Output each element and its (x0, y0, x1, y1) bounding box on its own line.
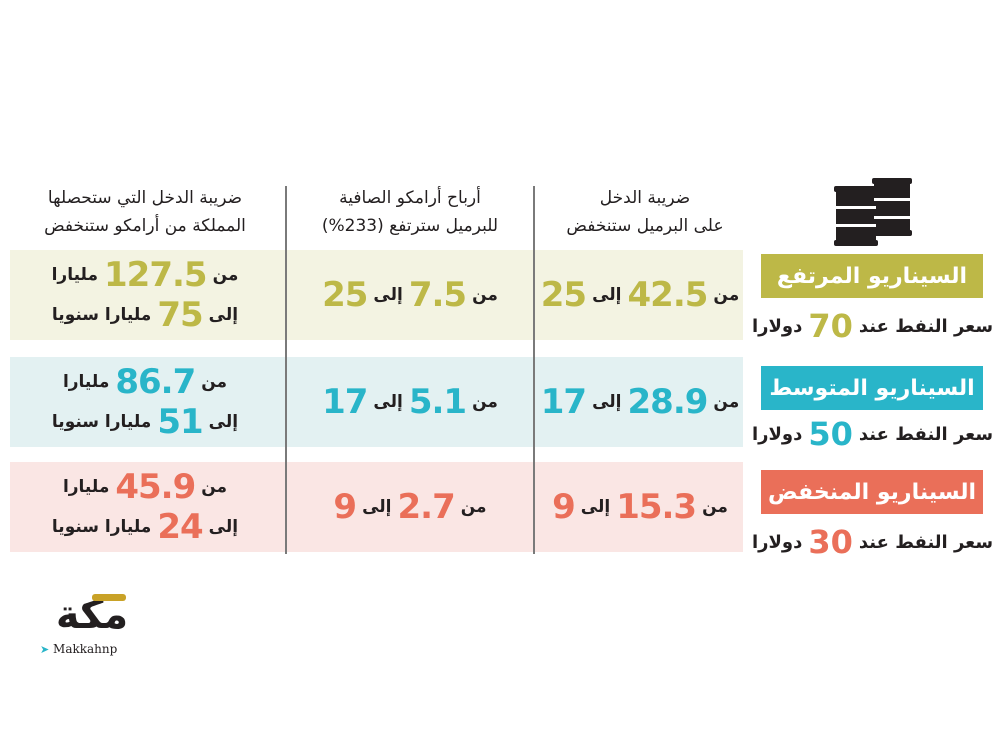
price-prefix: سعر النفط عند (858, 423, 994, 445)
header-kingdom-tax: ضريبة الدخل التي ستحصلها المملكة من أرام… (10, 184, 280, 244)
from-label: من (472, 285, 498, 305)
tax-per-barrel-high: من 42.5 إلى 25 (540, 250, 740, 340)
price-unit: دولارا (752, 315, 803, 337)
header-aramco-profit-line1: أرباح أرامكو الصافية (339, 188, 481, 208)
value: 5.1 (408, 382, 467, 422)
kingdom-tax-from-line: من 45.9 مليارا (63, 467, 227, 507)
value: 127.5 (104, 255, 208, 295)
kingdom-tax-to-line: إلى 75 مليارا سنويا (52, 295, 238, 335)
divider-right (533, 186, 535, 554)
header-kingdom-tax-line2: المملكة من أرامكو ستنخفض (44, 216, 246, 236)
from-label: من (460, 497, 487, 517)
billion-label: مليارا (62, 372, 110, 392)
to-label: إلى (373, 392, 403, 412)
from-label: من (201, 477, 228, 497)
from-label: من (201, 372, 228, 392)
value: 75 (157, 295, 203, 335)
price-prefix: سعر النفط عند (858, 531, 994, 553)
header-tax-per-barrel-line2: على البرميل ستنخفض (566, 216, 724, 236)
value: 51 (157, 402, 203, 442)
tax-per-barrel-mid: من 28.9 إلى 17 (540, 357, 740, 447)
kingdom-tax-high: من 127.5 مليارا إلى 75 مليارا سنويا (10, 250, 280, 340)
value: 25 (540, 275, 587, 315)
oil-barrels-icon (834, 178, 912, 246)
value: 15.3 (616, 487, 697, 527)
row-band-low (10, 462, 743, 552)
value: 7.5 (408, 275, 467, 315)
to-label: إلى (208, 517, 239, 537)
aramco-profit-high: من 7.5 إلى 25 (290, 250, 530, 340)
header-kingdom-tax-line1: ضريبة الدخل التي ستحصلها (47, 188, 243, 208)
billion-yearly-label: مليارا سنويا (51, 412, 152, 432)
tax-per-barrel-low: من 15.3 إلى 9 (540, 462, 740, 552)
price-prefix: سعر النفط عند (858, 315, 994, 337)
from-label: من (472, 392, 498, 412)
scenario-price-high: سعر النفط عند 70 دولارا (752, 306, 994, 346)
from-label: من (212, 265, 239, 285)
value: 9 (333, 487, 357, 527)
to-label: إلى (208, 305, 239, 325)
row-band-high (10, 250, 743, 340)
value: 86.7 (115, 362, 196, 402)
header-aramco-profit: أرباح أرامكو الصافية للبرميل سترتفع (233… (290, 184, 530, 244)
logo: مكة ➤ Makkahnp (40, 592, 150, 662)
billion-label: مليارا (62, 477, 110, 497)
scenario-price-low: سعر النفط عند 30 دولارا (752, 522, 994, 562)
value: 2.7 (397, 487, 456, 527)
value: 28.9 (627, 382, 709, 422)
value: 25 (322, 275, 368, 315)
kingdom-tax-from-line: من 127.5 مليارا (52, 255, 239, 295)
aramco-profit-mid: من 5.1 إلى 17 (290, 357, 530, 447)
scenario-price-mid: سعر النفط عند 50 دولارا (752, 414, 994, 454)
kingdom-tax-low: من 45.9 مليارا إلى 24 مليارا سنويا (10, 462, 280, 552)
value: 17 (540, 382, 587, 422)
to-label: إلى (208, 412, 239, 432)
kingdom-tax-to-line: إلى 24 مليارا سنويا (52, 507, 238, 547)
price-unit: دولارا (752, 423, 803, 445)
price-value: 50 (808, 415, 853, 453)
value: 17 (322, 382, 368, 422)
value: 42.5 (627, 275, 709, 315)
scenario-label-mid: السيناريو المتوسط (761, 366, 983, 410)
scenario-label-high: السيناريو المرتفع (761, 254, 983, 298)
twitter-icon: ➤ (40, 643, 50, 656)
kingdom-tax-from-line: من 86.7 مليارا (63, 362, 227, 402)
logo-accent (92, 594, 126, 601)
billion-yearly-label: مليارا سنويا (51, 517, 152, 537)
kingdom-tax-mid: من 86.7 مليارا إلى 51 مليارا سنويا (10, 357, 280, 447)
to-label: إلى (592, 392, 622, 412)
from-label: من (713, 285, 740, 305)
billion-yearly-label: مليارا سنويا (51, 305, 152, 325)
logo-handle-text: Makkahnp (53, 642, 118, 656)
from-label: من (713, 392, 740, 412)
from-label: من (702, 497, 728, 517)
price-value: 30 (808, 523, 853, 561)
price-unit: دولارا (752, 531, 803, 553)
value: 45.9 (115, 467, 196, 507)
row-band-mid (10, 357, 743, 447)
kingdom-tax-to-line: إلى 51 مليارا سنويا (52, 402, 238, 442)
aramco-profit-low: من 2.7 إلى 9 (290, 462, 530, 552)
to-label: إلى (592, 285, 622, 305)
header-tax-per-barrel: ضريبة الدخل على البرميل ستنخفض (540, 184, 750, 244)
to-label: إلى (362, 497, 392, 517)
logo-handle: ➤ Makkahnp (40, 640, 150, 658)
price-value: 70 (808, 307, 853, 345)
to-label: إلى (373, 285, 403, 305)
scenario-label-low: السيناريو المنخفض (761, 470, 983, 514)
value: 9 (552, 487, 576, 527)
header-aramco-profit-line2: للبرميل سترتفع (233%) (321, 216, 499, 236)
value: 24 (157, 507, 203, 547)
billion-label: مليارا (51, 265, 99, 285)
header-tax-per-barrel-line1: ضريبة الدخل (599, 188, 691, 208)
divider-left (285, 186, 287, 554)
to-label: إلى (580, 497, 611, 517)
